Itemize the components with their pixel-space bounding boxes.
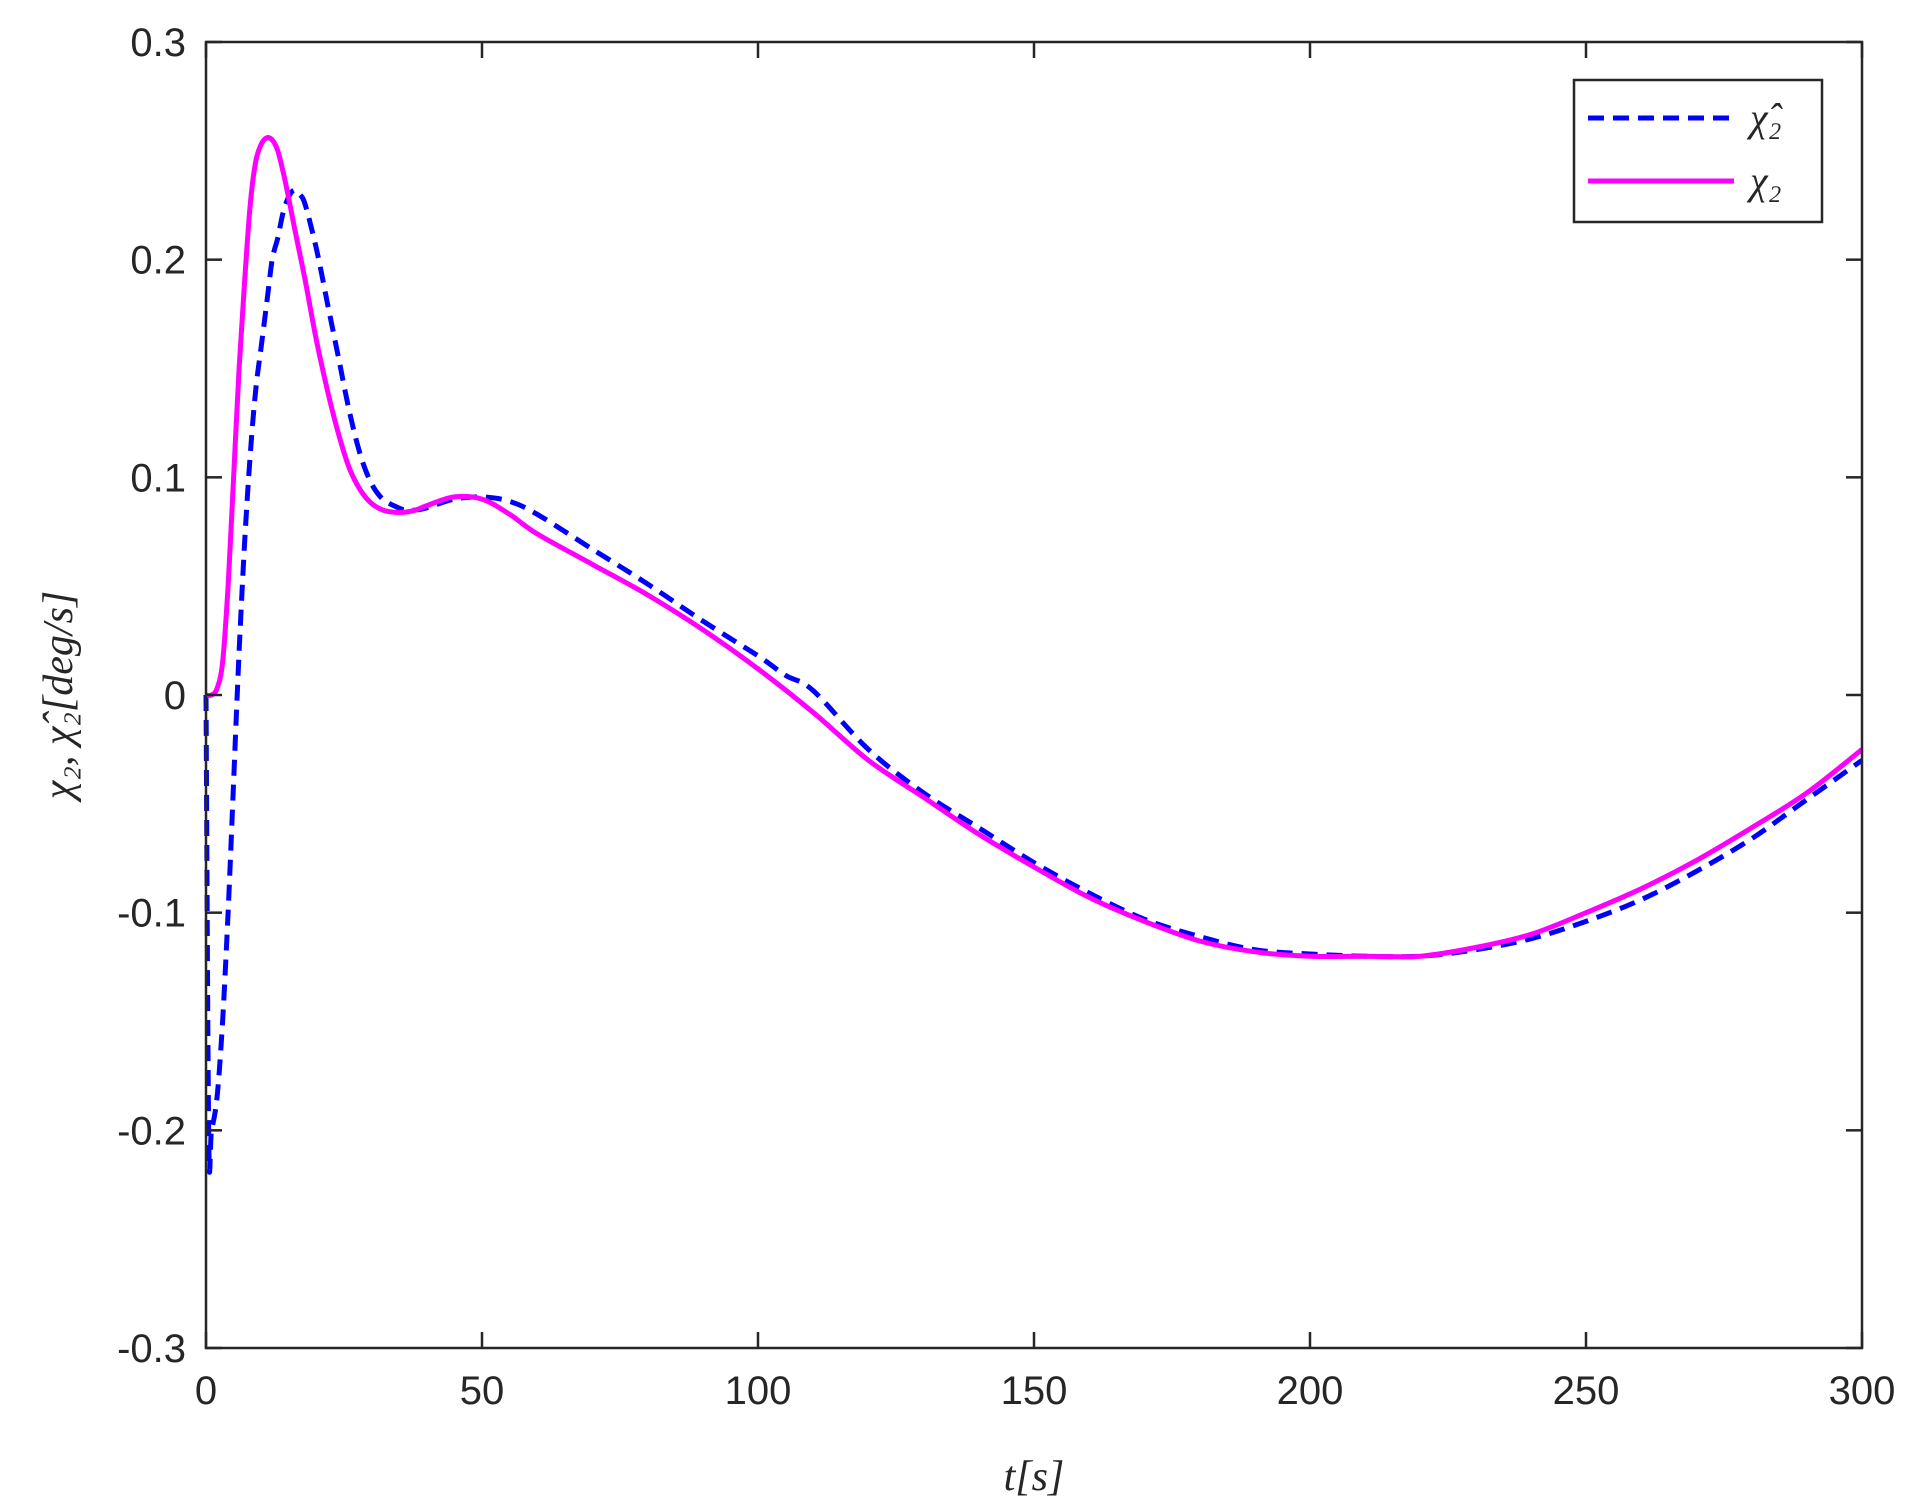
y-axis-label: χ₂, χ̂₂[deg/s] <box>36 591 82 804</box>
legend-label-series-2: χ₂ <box>1746 158 1782 203</box>
legend-box <box>1572 78 1824 224</box>
ticks-layer: 0 50 100 150 200 250 300 -0.3 -0.2 -0.1 0 0.1 0.2 0.3 <box>117 21 1895 1413</box>
legend: χ̂₂ χ₂ <box>1572 78 1824 224</box>
y-tick-label: 0.3 <box>130 21 186 65</box>
x-tick-label: 300 <box>1829 1369 1896 1413</box>
legend-label-series-1: χ̂₂ <box>1746 95 1783 140</box>
y-tick-label: -0.2 <box>117 1109 186 1153</box>
y-tick-label: -0.1 <box>117 892 186 936</box>
series-line-2 <box>205 135 1864 960</box>
x-tick-label: 0 <box>195 1369 217 1413</box>
y-tick-label: -0.3 <box>117 1327 186 1371</box>
x-axis-label: t[s] <box>1004 1454 1065 1500</box>
x-tick-label: 200 <box>1277 1369 1344 1413</box>
y-tick-label: 0 <box>164 674 186 718</box>
y-tick-label: 0.1 <box>130 456 186 500</box>
x-tick-label: 150 <box>1001 1369 1068 1413</box>
series-layer <box>203 135 1864 1175</box>
plot-background <box>206 42 1862 1348</box>
x-tick-label: 50 <box>460 1369 505 1413</box>
y-tick-label: 0.2 <box>130 239 186 283</box>
x-tick-label: 250 <box>1553 1369 1620 1413</box>
x-tick-label: 100 <box>725 1369 792 1413</box>
